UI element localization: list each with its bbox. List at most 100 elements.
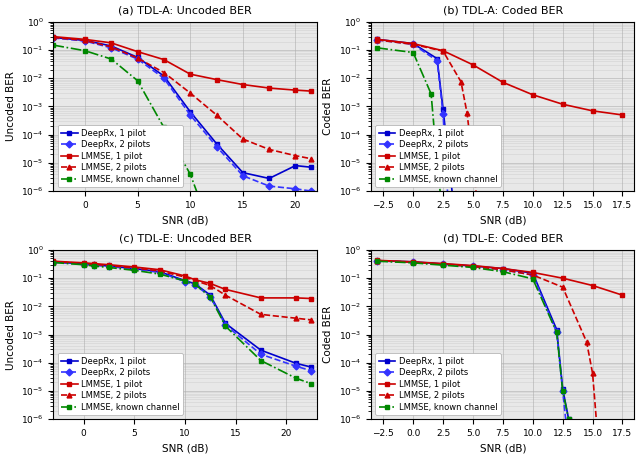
DeepRx, 1 pilot (49, 259, 57, 264)
LMMSE, known channel (410, 50, 417, 55)
DeepRx, 2 pilots (49, 259, 57, 265)
Y-axis label: Coded BER: Coded BER (323, 306, 333, 363)
Title: (c) TDL-E: Uncoded BER: (c) TDL-E: Uncoded BER (118, 234, 252, 244)
DeepRx, 2 pilots (307, 188, 315, 194)
LMMSE, 1 pilot (499, 79, 507, 85)
DeepRx, 1 pilot (307, 164, 315, 170)
LMMSE, 2 pilots (410, 42, 417, 47)
Legend: DeepRx, 1 pilot, DeepRx, 2 pilots, LMMSE, 1 pilot, LMMSE, 2 pilots, LMMSE, known: DeepRx, 1 pilot, DeepRx, 2 pilots, LMMSE… (376, 353, 500, 415)
LMMSE, 1 pilot (529, 92, 536, 97)
LMMSE, 2 pilots (207, 283, 214, 288)
LMMSE, known channel (439, 217, 447, 222)
Line: DeepRx, 2 pilots: DeepRx, 2 pilots (375, 258, 571, 450)
DeepRx, 2 pilots (191, 282, 199, 287)
DeepRx, 2 pilots (81, 38, 89, 44)
DeepRx, 2 pilots (49, 35, 57, 41)
LMMSE, known channel (439, 263, 447, 268)
Line: DeepRx, 2 pilots: DeepRx, 2 pilots (375, 38, 451, 222)
LMMSE, 2 pilots (191, 278, 199, 283)
LMMSE, known channel (469, 265, 477, 270)
DeepRx, 1 pilot (108, 43, 115, 49)
Line: DeepRx, 1 pilot: DeepRx, 1 pilot (375, 37, 458, 222)
LMMSE, 1 pilot (160, 57, 168, 62)
LMMSE, 2 pilots (160, 70, 168, 75)
LMMSE, 1 pilot (207, 281, 214, 286)
DeepRx, 1 pilot (160, 73, 168, 79)
LMMSE, known channel (565, 416, 573, 422)
LMMSE, 1 pilot (307, 89, 315, 94)
LMMSE, 1 pilot (156, 267, 163, 273)
LMMSE, 2 pilots (469, 160, 477, 166)
LMMSE, 1 pilot (469, 62, 477, 67)
DeepRx, 1 pilot (439, 106, 447, 112)
LMMSE, 1 pilot (410, 41, 417, 46)
DeepRx, 2 pilots (160, 76, 168, 81)
LMMSE, 1 pilot (49, 34, 57, 39)
Line: DeepRx, 2 pilots: DeepRx, 2 pilots (51, 260, 314, 373)
DeepRx, 2 pilots (131, 266, 138, 272)
LMMSE, 2 pilots (469, 264, 477, 269)
LMMSE, known channel (257, 358, 265, 364)
LMMSE, 2 pilots (439, 48, 447, 54)
DeepRx, 1 pilot (221, 320, 229, 326)
DeepRx, 1 pilot (80, 261, 88, 267)
LMMSE, 1 pilot (257, 295, 265, 301)
LMMSE, 2 pilots (595, 445, 602, 450)
Line: LMMSE, 1 pilot: LMMSE, 1 pilot (375, 258, 625, 297)
LMMSE, 2 pilots (131, 265, 138, 271)
LMMSE, 2 pilots (308, 317, 316, 323)
DeepRx, 2 pilots (221, 322, 229, 328)
DeepRx, 1 pilot (410, 259, 417, 264)
LMMSE, 1 pilot (81, 37, 89, 42)
Y-axis label: Uncoded BER: Uncoded BER (6, 72, 15, 141)
DeepRx, 1 pilot (257, 347, 265, 353)
LMMSE, known channel (374, 258, 381, 264)
LMMSE, 2 pilots (181, 274, 189, 280)
DeepRx, 2 pilots (90, 263, 98, 268)
LMMSE, known channel (156, 271, 163, 277)
X-axis label: SNR (dB): SNR (dB) (479, 443, 526, 453)
LMMSE, known channel (571, 445, 579, 450)
LMMSE, 1 pilot (134, 49, 141, 55)
Line: LMMSE, 2 pilots: LMMSE, 2 pilots (51, 35, 314, 161)
LMMSE, known channel (81, 48, 89, 53)
LMMSE, known channel (308, 381, 316, 386)
LMMSE, 1 pilot (90, 261, 98, 266)
LMMSE, known channel (197, 200, 205, 205)
Y-axis label: Coded BER: Coded BER (323, 78, 333, 135)
Line: LMMSE, 1 pilot: LMMSE, 1 pilot (51, 259, 314, 301)
LMMSE, 2 pilots (475, 217, 483, 222)
LMMSE, 1 pilot (469, 263, 477, 269)
LMMSE, 2 pilots (186, 90, 194, 96)
LMMSE, 1 pilot (292, 295, 300, 301)
LMMSE, 2 pilots (463, 110, 471, 116)
LMMSE, known channel (428, 91, 435, 96)
LMMSE, known channel (181, 278, 189, 284)
LMMSE, 1 pilot (529, 270, 536, 275)
LMMSE, known channel (160, 125, 168, 130)
DeepRx, 2 pilots (292, 364, 300, 369)
DeepRx, 1 pilot (191, 281, 199, 286)
LMMSE, 1 pilot (186, 72, 194, 77)
DeepRx, 2 pilots (439, 262, 447, 267)
LMMSE, 2 pilots (374, 258, 381, 263)
LMMSE, 2 pilots (266, 147, 273, 152)
DeepRx, 2 pilots (156, 270, 163, 275)
LMMSE, known channel (108, 56, 115, 62)
DeepRx, 1 pilot (433, 56, 441, 62)
Title: (a) TDL-A: Uncoded BER: (a) TDL-A: Uncoded BER (118, 6, 252, 16)
DeepRx, 2 pilots (439, 111, 447, 117)
Line: LMMSE, 2 pilots: LMMSE, 2 pilots (375, 38, 481, 222)
LMMSE, 2 pilots (583, 339, 591, 345)
LMMSE, known channel (207, 217, 215, 222)
LMMSE, 1 pilot (105, 262, 113, 268)
LMMSE, 1 pilot (619, 292, 627, 298)
LMMSE, 1 pilot (292, 87, 300, 93)
LMMSE, 2 pilots (134, 56, 141, 61)
LMMSE, known channel (90, 263, 98, 269)
DeepRx, 2 pilots (469, 264, 477, 269)
LMMSE, 2 pilots (212, 112, 220, 118)
DeepRx, 2 pilots (433, 58, 441, 63)
LMMSE, 2 pilots (156, 268, 163, 274)
LMMSE, 1 pilot (191, 277, 199, 282)
